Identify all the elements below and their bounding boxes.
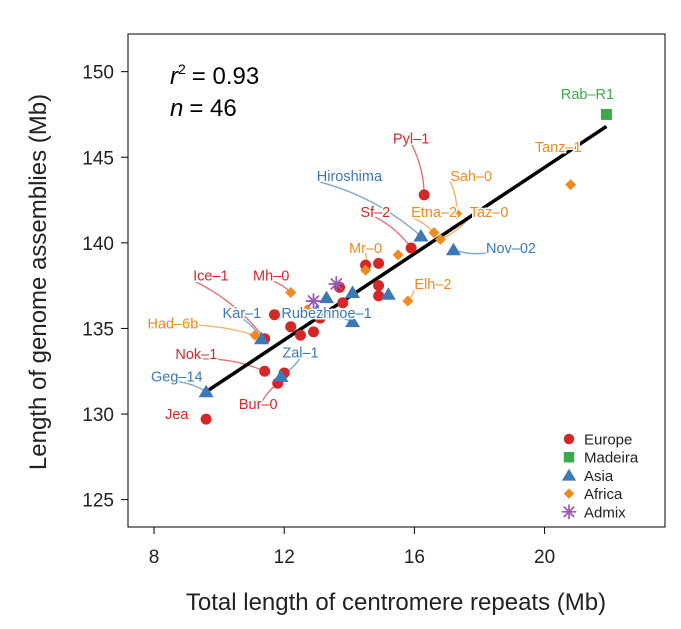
- data-point-europe: [373, 257, 385, 269]
- point-label: Pyl–1: [393, 132, 429, 148]
- data-point-africa: [301, 304, 313, 316]
- data-point-admix: [305, 293, 322, 309]
- point-label: Ice–1: [193, 269, 228, 285]
- leader-line: [147, 324, 256, 336]
- point-label: Kar–1: [223, 306, 262, 322]
- point-label: Bur–0: [239, 397, 278, 413]
- data-point-europe: [418, 189, 430, 201]
- data-point-asia: [413, 228, 429, 242]
- data-point-europe: [337, 297, 349, 309]
- annotation-labels: Rab–R1 Pyl–1 Hiroshima Sah–0 Tanz–1 Sf–2 Etna–…: [146, 86, 616, 425]
- n-annotation: n = 46: [170, 95, 237, 122]
- point-label: Sf–2: [360, 205, 390, 221]
- data-point-asia: [380, 287, 396, 300]
- data-point-africa: [434, 233, 446, 245]
- data-point-asia: [345, 285, 361, 298]
- y-axis-label: Length of genome assemblies (Mb): [25, 94, 52, 470]
- data-point-europe: [308, 326, 320, 338]
- legend-label: Asia: [584, 468, 614, 485]
- regression-line: [205, 124, 608, 394]
- data-point-asia: [198, 384, 214, 398]
- legend-marker-asia: [561, 468, 577, 481]
- point-label: Nov–02: [486, 241, 536, 257]
- axes: 8 12 16 20 125 130 135 140 145 150: [82, 63, 555, 568]
- x-tick-label: 12: [274, 547, 295, 568]
- point-label: Nok–1: [175, 347, 217, 363]
- legend-marker-madeira: [563, 451, 575, 463]
- point-label: Rubezhnoe–1: [281, 306, 371, 322]
- x-tick-label: 8: [149, 547, 160, 568]
- r-squared-annotation: r2 = 0.93: [170, 61, 259, 90]
- y-tick-label: 130: [82, 405, 114, 426]
- data-point-admix: [328, 276, 345, 292]
- point-label: Jea: [165, 407, 189, 423]
- x-tick-label: 16: [404, 547, 425, 568]
- data-point-africa: [249, 329, 261, 341]
- asterisk-stroke: [307, 295, 320, 307]
- data-point-asia: [445, 242, 461, 256]
- legend-label: Admix: [584, 504, 626, 521]
- legend-label: Africa: [584, 486, 623, 503]
- legend-label: Madeira: [584, 450, 639, 467]
- point-label: Taz–0: [470, 205, 509, 221]
- leader-line: [410, 143, 425, 195]
- legend-marker-europe: [563, 433, 575, 445]
- point-label: Elh–2: [414, 277, 451, 293]
- legend-marker-africa: [563, 488, 575, 499]
- data-point-europe: [373, 280, 385, 292]
- y-tick-label: 135: [82, 319, 114, 340]
- legend-label: Europe: [584, 432, 632, 449]
- data-point-africa: [428, 227, 440, 239]
- y-tick-label: 145: [82, 148, 114, 169]
- y-tick-label: 150: [82, 63, 114, 84]
- data-point-africa: [402, 295, 414, 307]
- data-point-europe: [200, 413, 212, 425]
- point-label: Mr–0: [349, 241, 382, 257]
- data-points: [198, 108, 612, 425]
- data-point-asia: [273, 369, 289, 382]
- data-point-africa: [360, 264, 372, 276]
- point-label: Etna–2: [411, 205, 457, 221]
- y-tick-label: 140: [82, 234, 114, 255]
- data-point-europe: [405, 242, 417, 254]
- leader-line: [316, 180, 422, 237]
- legend-marker-admix: [561, 504, 577, 520]
- regression-line-group: [205, 124, 608, 394]
- data-point-madeira: [600, 108, 612, 120]
- asterisk-stroke: [330, 278, 343, 290]
- data-point-asia: [309, 304, 325, 317]
- point-label: Rab–R1: [561, 87, 614, 103]
- point-label: Had–6b: [148, 316, 199, 332]
- y-tick-label: 125: [82, 491, 114, 512]
- data-point-europe: [259, 365, 271, 377]
- data-point-asia: [253, 331, 269, 345]
- data-point-asia: [319, 290, 335, 304]
- leader-line: [196, 358, 265, 372]
- data-point-asia: [345, 314, 361, 328]
- point-label: Sah–0: [450, 169, 492, 185]
- data-point-europe: [285, 321, 297, 333]
- plot-frame: [127, 33, 666, 528]
- point-label: Zal–1: [282, 346, 318, 362]
- leader-line: [192, 279, 266, 340]
- data-point-europe: [294, 329, 306, 341]
- point-label: Hiroshima: [317, 169, 383, 185]
- point-label: Geg–14: [151, 369, 203, 385]
- data-point-africa: [451, 208, 463, 220]
- data-point-europe: [373, 290, 385, 302]
- data-point-africa: [565, 179, 577, 191]
- data-point-europe: [268, 309, 280, 321]
- point-label: Mh–0: [253, 269, 289, 285]
- asterisk-stroke: [563, 506, 575, 518]
- x-axis-label: Total length of centromere repeats (Mb): [186, 589, 606, 616]
- data-point-africa: [285, 286, 297, 298]
- point-label: Tanz–1: [535, 140, 582, 156]
- x-tick-label: 20: [534, 547, 555, 568]
- data-point-africa: [392, 249, 404, 261]
